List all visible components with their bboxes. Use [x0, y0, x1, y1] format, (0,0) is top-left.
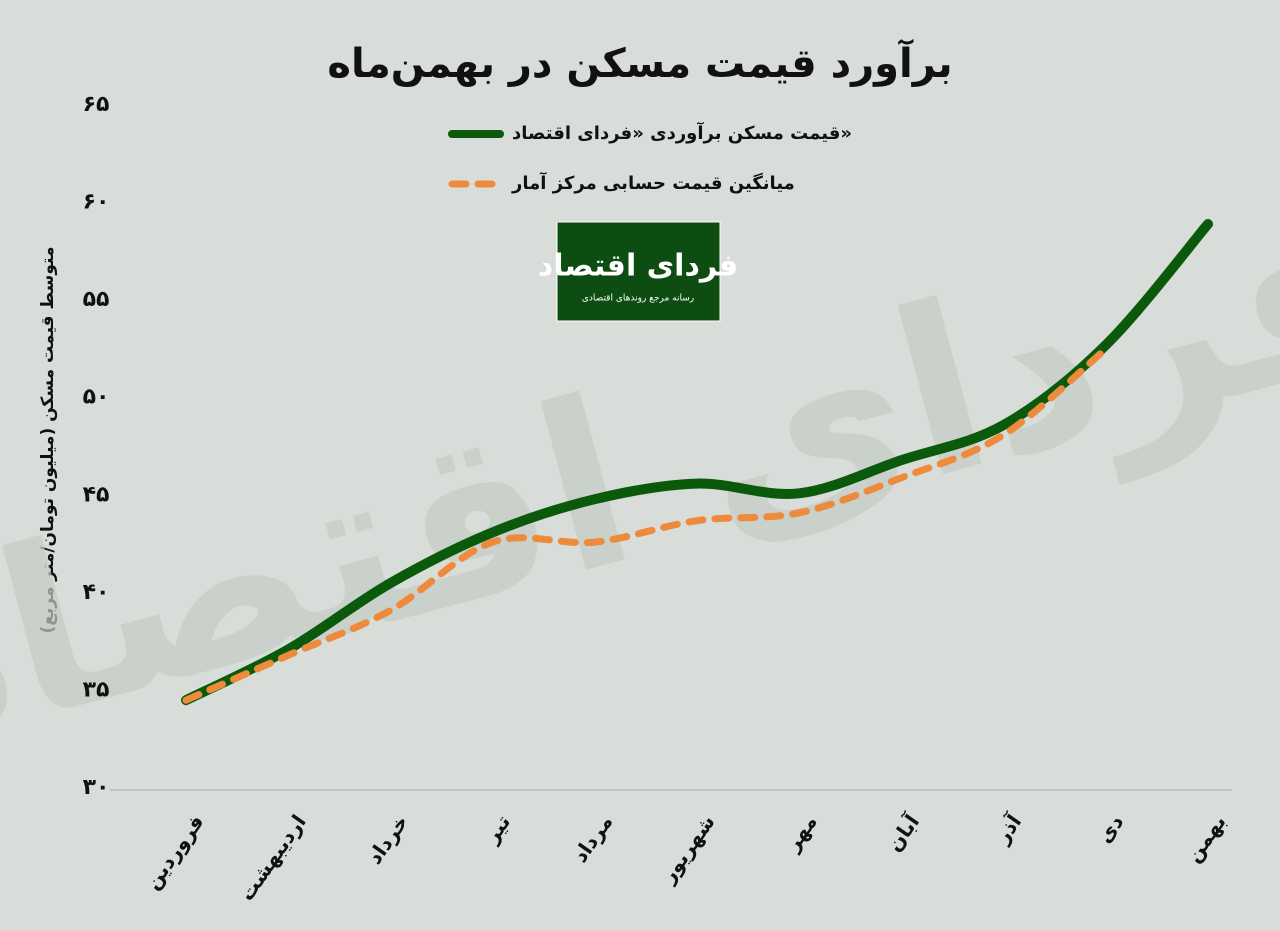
y-axis-label: متوسط قیمت مسکن (میلیون تومان/متر مربع): [38, 247, 58, 634]
y-tick-label: ۳۰: [83, 775, 110, 800]
x-tick-label: اردیبهشت: [234, 810, 310, 905]
y-tick-label: ۳۵: [83, 677, 110, 702]
chart-title: برآورد قیمت مسکن در بهمن‌ماه: [327, 38, 952, 87]
legend-label: میانگین قیمت حسابی مرکز آمار: [511, 171, 795, 194]
series-line: [181, 219, 1213, 706]
x-tick-label: شهریور: [655, 810, 719, 888]
x-tick-label: بهمن: [1181, 810, 1231, 866]
x-tick-label: فروردین: [140, 810, 209, 894]
y-tick-label: ۶۰: [83, 190, 110, 215]
legend-label: قیمت مسکن برآوردی «فردای اقتصاد»: [512, 121, 852, 144]
x-tick-label: دی: [1092, 810, 1128, 847]
x-tick-label: تیر: [479, 810, 515, 848]
x-tick-label: آذر: [989, 809, 1027, 849]
series-line: [182, 345, 1110, 704]
logo-title: فردای اقتصاد: [538, 249, 738, 284]
x-tick-label: مرداد: [568, 810, 618, 867]
logo-subtitle: رسانه مرجع روندهای اقتصادی: [582, 294, 694, 304]
x-tick-label: خرداد: [362, 810, 413, 868]
y-tick-label: ۴۵: [83, 482, 110, 507]
y-tick-label: ۵۰: [83, 385, 110, 410]
y-tick-label: ۴۰: [83, 580, 110, 605]
x-tick-label: مهر: [780, 810, 822, 856]
x-tick-label: آبان: [881, 809, 924, 856]
y-tick-label: ۵۵: [83, 287, 110, 312]
y-tick-label: ۶۵: [83, 92, 110, 117]
logo-box: [556, 221, 721, 322]
